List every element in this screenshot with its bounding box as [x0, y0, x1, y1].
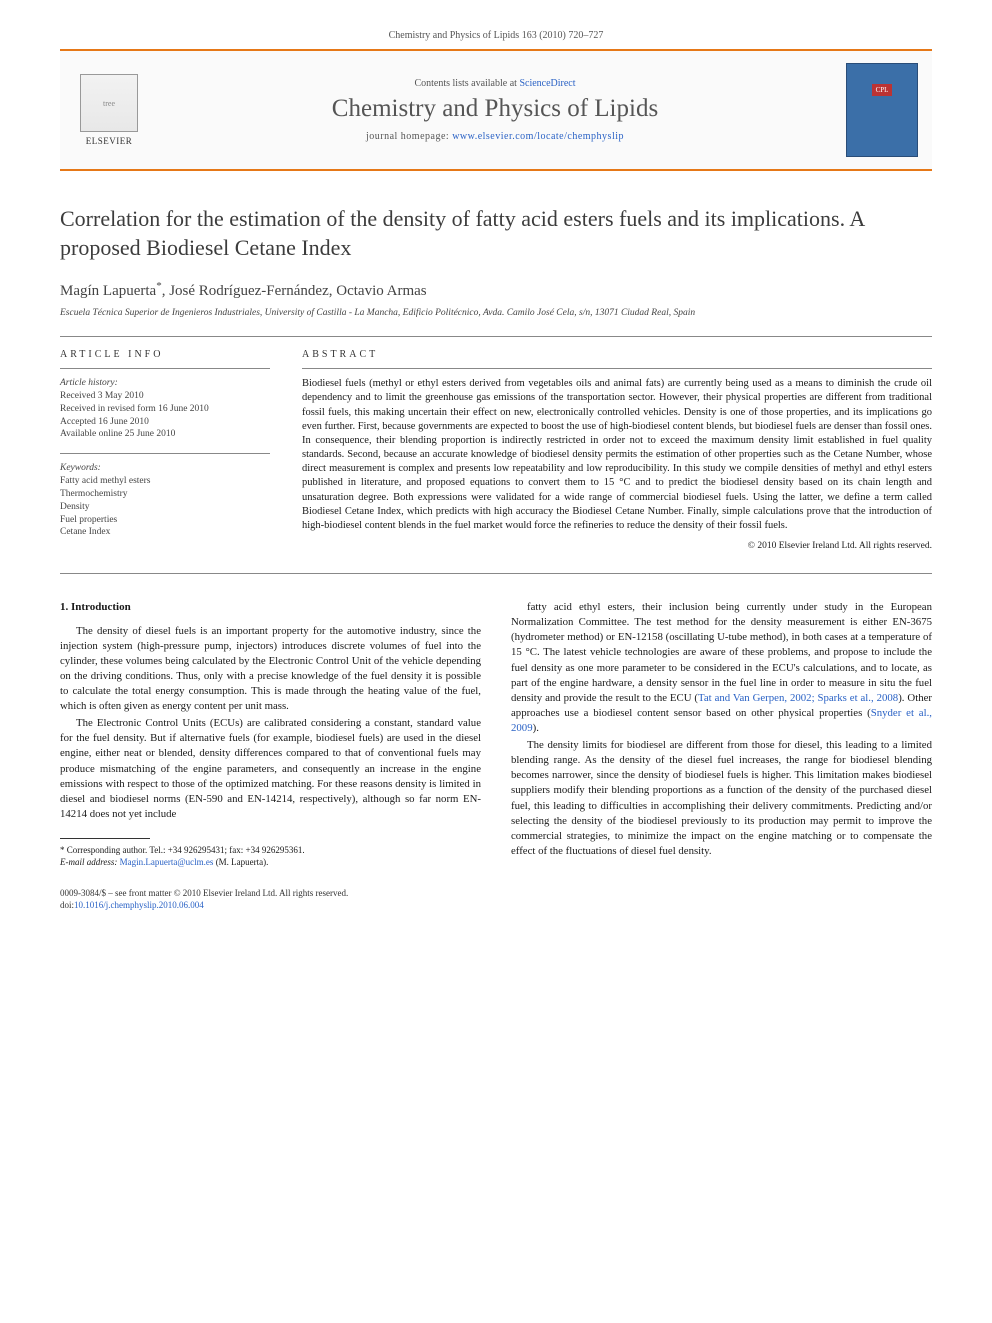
- affiliation: Escuela Técnica Superior de Ingenieros I…: [60, 308, 932, 318]
- footnotes: * Corresponding author. Tel.: +34 926295…: [60, 845, 481, 868]
- info-abstract-row: ARTICLE INFO Article history: Received 3…: [60, 349, 932, 551]
- elsevier-tree-icon: tree: [80, 74, 138, 132]
- history-accepted: Accepted 16 June 2010: [60, 416, 270, 429]
- info-divider: [60, 368, 270, 369]
- email-label: E-mail address:: [60, 857, 120, 867]
- doi-link[interactable]: 10.1016/j.chemphyslip.2010.06.004: [74, 900, 204, 910]
- abstract-copyright: © 2010 Elsevier Ireland Ltd. All rights …: [302, 541, 932, 551]
- email-link[interactable]: Magin.Lapuerta@uclm.es: [120, 857, 214, 867]
- publisher-name: ELSEVIER: [86, 136, 133, 146]
- homepage-line: journal homepage: www.elsevier.com/locat…: [160, 131, 830, 142]
- keyword-5: Cetane Index: [60, 526, 270, 539]
- email-line: E-mail address: Magin.Lapuerta@uclm.es (…: [60, 857, 481, 869]
- keywords-label: Keywords:: [60, 462, 270, 475]
- sciencedirect-link[interactable]: ScienceDirect: [519, 78, 575, 89]
- abstract-text: Biodiesel fuels (methyl or ethyl esters …: [302, 377, 932, 533]
- keyword-1: Fatty acid methyl esters: [60, 475, 270, 488]
- body-columns: 1. Introduction The density of diesel fu…: [60, 600, 932, 868]
- divider-mid: [60, 573, 932, 574]
- intro-p3: fatty acid ethyl esters, their inclusion…: [511, 600, 932, 736]
- footer-doi: doi:10.1016/j.chemphyslip.2010.06.004: [60, 900, 932, 910]
- abstract-heading: ABSTRACT: [302, 349, 932, 360]
- homepage-link[interactable]: www.elsevier.com/locate/chemphyslip: [452, 131, 624, 142]
- citation-tat-sparks[interactable]: Tat and Van Gerpen, 2002; Sparks et al.,…: [698, 692, 898, 704]
- body-column-left: 1. Introduction The density of diesel fu…: [60, 600, 481, 868]
- masthead-center: Contents lists available at ScienceDirec…: [160, 78, 830, 142]
- contents-prefix: Contents lists available at: [414, 78, 519, 89]
- article-title: Correlation for the estimation of the de…: [60, 205, 932, 262]
- contents-line: Contents lists available at ScienceDirec…: [160, 78, 830, 89]
- article-info-column: ARTICLE INFO Article history: Received 3…: [60, 349, 270, 551]
- keyword-2: Thermochemistry: [60, 488, 270, 501]
- homepage-prefix: journal homepage:: [366, 131, 452, 142]
- abstract-column: ABSTRACT Biodiesel fuels (methyl or ethy…: [302, 349, 932, 551]
- history-online: Available online 25 June 2010: [60, 428, 270, 441]
- divider-top: [60, 336, 932, 337]
- intro-p1: The density of diesel fuels is an import…: [60, 624, 481, 715]
- authors-text: Magín Lapuerta*, José Rodríguez-Fernánde…: [60, 283, 427, 299]
- intro-p3c: ).: [533, 722, 539, 734]
- author-list: Magín Lapuerta*, José Rodríguez-Fernánde…: [60, 280, 932, 300]
- cover-abbrev: CPL: [872, 84, 893, 96]
- footnote-rule: [60, 838, 150, 839]
- corresponding-author: * Corresponding author. Tel.: +34 926295…: [60, 845, 481, 857]
- footer-issn: 0009-3084/$ – see front matter © 2010 El…: [60, 888, 932, 898]
- history-received: Received 3 May 2010: [60, 390, 270, 403]
- masthead: tree ELSEVIER Contents lists available a…: [60, 49, 932, 171]
- history-revised: Received in revised form 16 June 2010: [60, 403, 270, 416]
- keywords-block: Keywords: Fatty acid methyl esters Therm…: [60, 462, 270, 539]
- intro-p2: The Electronic Control Units (ECUs) are …: [60, 716, 481, 822]
- journal-name: Chemistry and Physics of Lipids: [160, 95, 830, 123]
- history-label: Article history:: [60, 377, 270, 390]
- intro-p3a: fatty acid ethyl esters, their inclusion…: [511, 601, 932, 704]
- section-1-heading: 1. Introduction: [60, 600, 481, 615]
- abstract-divider: [302, 368, 932, 369]
- article-info-heading: ARTICLE INFO: [60, 349, 270, 360]
- keyword-3: Density: [60, 501, 270, 514]
- info-divider2: [60, 453, 270, 454]
- email-suffix: (M. Lapuerta).: [213, 857, 268, 867]
- keyword-4: Fuel properties: [60, 514, 270, 527]
- history-block: Article history: Received 3 May 2010 Rec…: [60, 377, 270, 441]
- doi-label: doi:: [60, 900, 74, 910]
- intro-p4: The density limits for biodiesel are dif…: [511, 738, 932, 859]
- journal-cover-thumb: CPL: [846, 63, 918, 157]
- citation-header: Chemistry and Physics of Lipids 163 (201…: [60, 30, 932, 41]
- publisher-logo: tree ELSEVIER: [74, 74, 144, 146]
- body-column-right: fatty acid ethyl esters, their inclusion…: [511, 600, 932, 868]
